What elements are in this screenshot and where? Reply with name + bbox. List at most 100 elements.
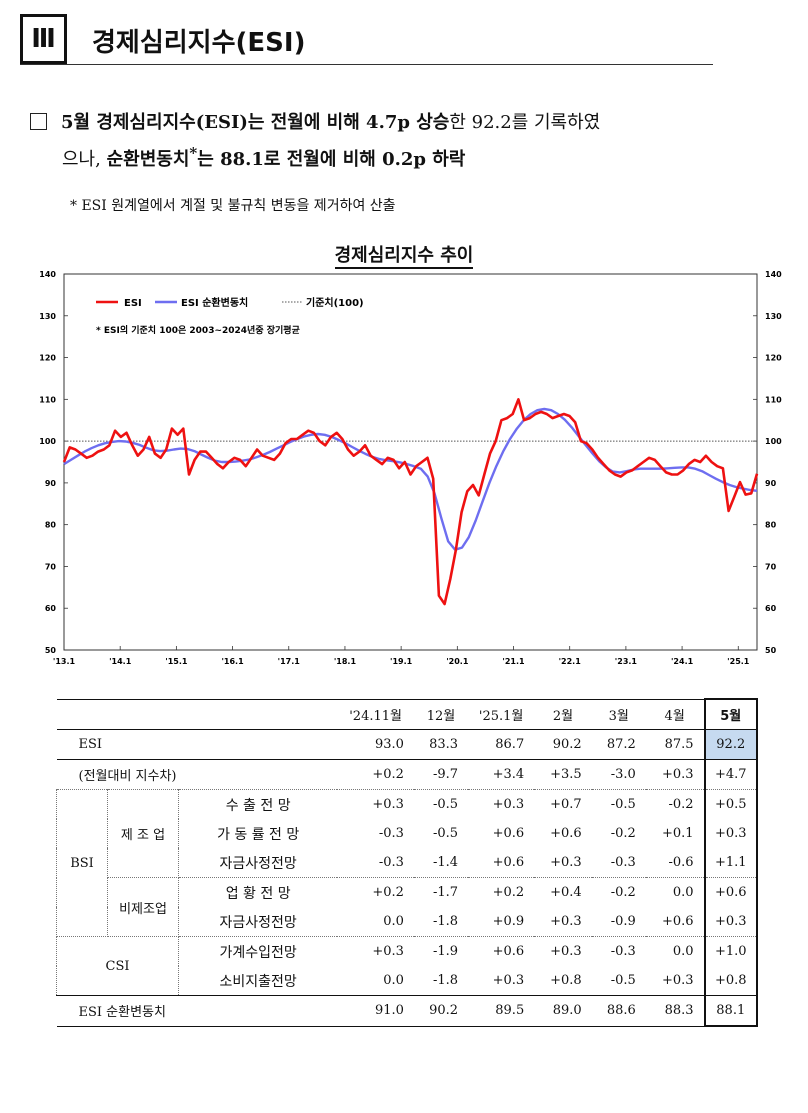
cell-current: +1.0 [703, 936, 759, 966]
cell: +0.3 [372, 797, 404, 812]
group-label-nonmfg: 비제조업 [107, 877, 179, 937]
table-row: 소비지출전망 0.0 -1.8 +0.3 +0.8 -0.5 +0.3 +0.8 [56, 966, 759, 996]
row-label: (전월대비 지수차) [78, 769, 177, 784]
cell: 88.3 [664, 1003, 694, 1019]
section-title: 경제심리지수(ESI) [92, 28, 306, 58]
esi-table: '24.11월 12월 '25.1월 2월 3월 4월 5월 ESI 93.0 … [56, 698, 759, 1027]
checkbox-icon [30, 113, 47, 130]
table-row-diff: (전월대비 지수차) +0.2 -9.7 +3.4 +3.5 -3.0 +0.3… [56, 759, 759, 790]
y-tick-label-right: 110 [765, 395, 782, 404]
x-tick-label: '25.1 [727, 657, 750, 666]
x-tick-label: '18.1 [334, 657, 357, 666]
cell: -1.8 [432, 973, 459, 988]
cell: +0.3 [550, 855, 582, 870]
x-tick-label: '13.1 [53, 657, 76, 666]
cell: -0.3 [378, 855, 404, 870]
cell-current: +0.5 [703, 789, 759, 819]
table-row-esi: ESI 93.0 83.3 86.7 90.2 87.2 87.5 92.2 [56, 729, 759, 760]
cell-current: +0.6 [703, 877, 759, 907]
col-header: '25.1월 [478, 708, 524, 724]
cell: -0.5 [610, 797, 636, 812]
table-row-cycle: ESI 순환변동치 91.0 90.2 89.5 89.0 88.6 88.3 … [56, 995, 759, 1027]
col-header: '24.11월 [349, 708, 402, 724]
cell: +3.5 [550, 767, 582, 782]
cell: 0.0 [383, 914, 404, 929]
x-tick-label: '21.1 [502, 657, 525, 666]
summary-text: 으나, [62, 149, 107, 170]
row-label: ESI [78, 737, 103, 752]
cell: -0.5 [432, 797, 459, 812]
cell: +0.2 [372, 885, 404, 900]
cell: +0.6 [492, 826, 525, 841]
cell: 0.0 [383, 973, 404, 988]
footnote: * ESI 원계열에서 계절 및 불규칙 변동을 제거하여 산출 [70, 198, 396, 214]
x-tick-label: '14.1 [109, 657, 132, 666]
cell: +0.3 [661, 767, 694, 782]
table-row: 자금사정전망 -0.3 -1.4 +0.6 +0.3 -0.3 -0.6 +1.… [56, 848, 759, 878]
chart-title: 경제심리지수 추이 [0, 241, 808, 269]
section-number: Ⅲ [20, 14, 67, 64]
cell: +0.3 [550, 914, 582, 929]
y-tick-label-right: 60 [765, 604, 777, 613]
cell: -0.3 [610, 944, 636, 959]
cell: 87.5 [664, 737, 694, 752]
cell: +0.9 [492, 914, 525, 929]
table-corner [57, 699, 338, 730]
table-row: 가 동 률 전 망 -0.3 -0.5 +0.6 +0.6 -0.2 +0.1 … [57, 819, 759, 848]
y-tick-label-left: 70 [45, 562, 57, 571]
cell: +0.8 [550, 973, 582, 988]
cell: +0.4 [550, 885, 582, 900]
cell: -0.2 [668, 797, 694, 812]
table-row: BSI 제 조 업 수 출 전 망 +0.3 -0.5 +0.3 +0.7 -0… [56, 789, 759, 937]
row-label: 업 황 전 망 [225, 885, 291, 902]
row-label: ESI 순환변동치 [78, 1005, 166, 1021]
summary-line-2: 으나, 순환변동치*는 88.1로 전월에 비해 0.2p 하락 [62, 144, 465, 171]
cell: +0.6 [550, 826, 582, 841]
cell: 89.0 [552, 1003, 582, 1019]
cell: 87.2 [606, 737, 636, 752]
summary-highlight: 는 88.1로 전월에 비해 0.2p 하락 [197, 149, 466, 170]
cell: 0.0 [672, 885, 694, 900]
y-tick-label-right: 140 [765, 270, 782, 279]
x-tick-label: '24.1 [671, 657, 694, 666]
cell: 90.2 [429, 1003, 459, 1019]
cell: -0.2 [610, 885, 636, 900]
y-tick-label-left: 90 [45, 479, 57, 488]
footnote-mark: * [189, 144, 198, 162]
cell: +0.3 [550, 944, 582, 959]
cell: -9.7 [432, 767, 459, 782]
summary-highlight: 순환변동치 [106, 149, 190, 170]
cell: +0.6 [492, 855, 525, 870]
cell: +0.3 [492, 973, 525, 988]
x-tick-label: '23.1 [615, 657, 638, 666]
cell: -0.5 [610, 973, 636, 988]
y-tick-label-left: 110 [39, 395, 56, 404]
cell: -0.6 [668, 855, 694, 870]
cell: 91.0 [374, 1003, 404, 1019]
cell: 89.5 [495, 1003, 525, 1019]
cell: +0.3 [372, 944, 404, 959]
table-row: 자금사정전망 0.0 -1.8 +0.9 +0.3 -0.9 +0.6 +0.3 [56, 907, 759, 937]
y-tick-label-right: 100 [765, 437, 782, 446]
cell: -0.3 [610, 855, 636, 870]
group-label-csi: CSI [56, 936, 179, 996]
cell: -0.3 [378, 826, 404, 841]
cell: 90.2 [552, 737, 582, 752]
cell: 0.0 [672, 944, 694, 959]
x-tick-label: '20.1 [446, 657, 469, 666]
cell: 86.7 [495, 737, 525, 752]
cell-current: +4.7 [703, 759, 759, 790]
col-header: 4월 [664, 708, 685, 724]
esi-series-line [62, 397, 759, 606]
y-tick-label-left: 60 [45, 604, 57, 613]
cell: -1.7 [432, 885, 459, 900]
row-label: 수 출 전 망 [225, 797, 291, 814]
table-header-row: '24.11월 12월 '25.1월 2월 3월 4월 5월 [56, 698, 759, 730]
legend-cycle-label: ESI 순환변동치 [181, 296, 248, 309]
summary-line-1: 5월 경제심리지수(ESI)는 전월에 비해 4.7p 상승한 92.2를 기록… [30, 108, 600, 134]
y-tick-label-right: 70 [765, 562, 777, 571]
y-tick-label-left: 140 [39, 270, 56, 279]
cell: -0.9 [610, 914, 636, 929]
summary-highlight: 5월 경제심리지수(ESI)는 전월에 비해 4.7p 상승 [61, 112, 450, 133]
cell: 88.6 [606, 1003, 636, 1019]
